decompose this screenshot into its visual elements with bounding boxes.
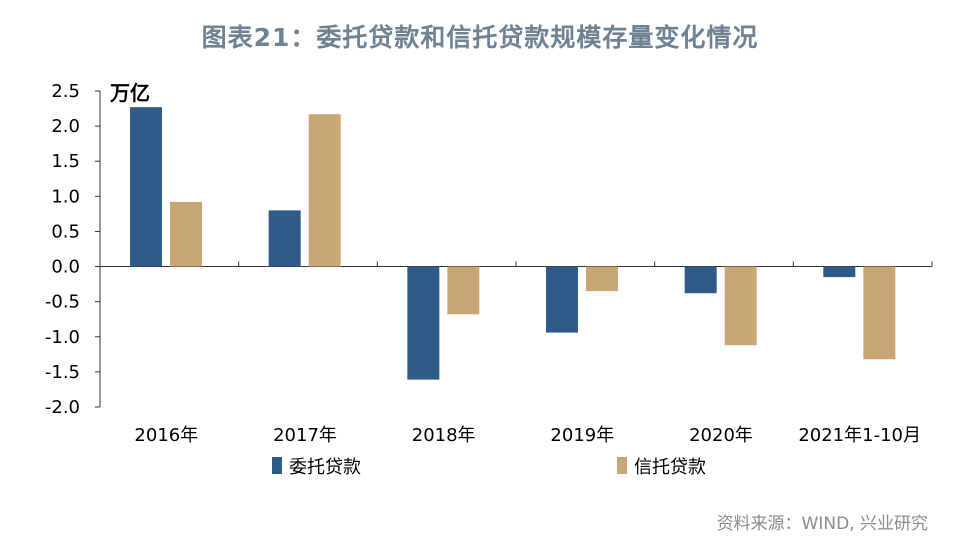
chart-title: 图表21：委托贷款和信托贷款规模存量变化情况 bbox=[201, 23, 759, 52]
legend-swatch bbox=[617, 457, 627, 474]
bar-trust-4 bbox=[724, 266, 757, 346]
x-tick-label: 2018年 bbox=[412, 425, 476, 446]
bar-trust-5 bbox=[863, 266, 896, 360]
y-tick-label: 1.5 bbox=[51, 151, 80, 172]
bar-entrusted-2 bbox=[407, 266, 440, 380]
y-tick-label: -0.5 bbox=[45, 292, 80, 313]
x-tick-label: 2017年 bbox=[273, 425, 337, 446]
y-unit-label: 万亿 bbox=[109, 81, 150, 105]
y-tick-label: 2.5 bbox=[51, 81, 80, 102]
legend-swatch bbox=[272, 457, 282, 474]
x-tick-label: 2019年 bbox=[550, 425, 614, 446]
bar-entrusted-5 bbox=[823, 266, 856, 278]
x-tick-label: 2021年1-10月 bbox=[798, 425, 921, 446]
bars bbox=[130, 107, 896, 380]
y-tick-labels: 2.5 2.0 1.5 1.0 0.5 0.0 -0.5 -1.0 -1.5 -2.0 bbox=[45, 81, 80, 418]
y-tick-label: -1.5 bbox=[45, 362, 80, 383]
bar-entrusted-4 bbox=[684, 266, 717, 294]
bar-entrusted-1 bbox=[268, 210, 301, 267]
bar-entrusted-3 bbox=[546, 266, 578, 333]
x-tick-label: 2016年 bbox=[134, 425, 198, 446]
axes bbox=[95, 90, 933, 408]
legend-label: 委托贷款 bbox=[289, 457, 361, 478]
x-tick-label: 2020年 bbox=[689, 425, 753, 446]
y-tick-label: 0.0 bbox=[51, 257, 80, 278]
bar-trust-2 bbox=[447, 266, 480, 315]
bar-entrusted-0 bbox=[130, 107, 162, 267]
legend: 委托贷款 信托贷款 bbox=[272, 457, 706, 478]
x-tick-labels: 2016年 2017年 2018年 2019年 2020年 2021年1-10月 bbox=[134, 425, 921, 446]
y-tick-label: 1.0 bbox=[51, 186, 80, 207]
legend-label: 信托贷款 bbox=[634, 457, 706, 478]
y-tick-label: -2.0 bbox=[45, 397, 80, 418]
source-note: 资料来源：WIND, 兴业研究 bbox=[716, 514, 928, 534]
y-tick-label: 0.5 bbox=[51, 221, 80, 242]
bar-trust-1 bbox=[308, 114, 341, 267]
bar-trust-3 bbox=[586, 266, 618, 292]
y-tick-label: 2.0 bbox=[51, 116, 80, 137]
y-tick-label: -1.0 bbox=[45, 327, 80, 348]
bar-trust-0 bbox=[170, 201, 202, 267]
